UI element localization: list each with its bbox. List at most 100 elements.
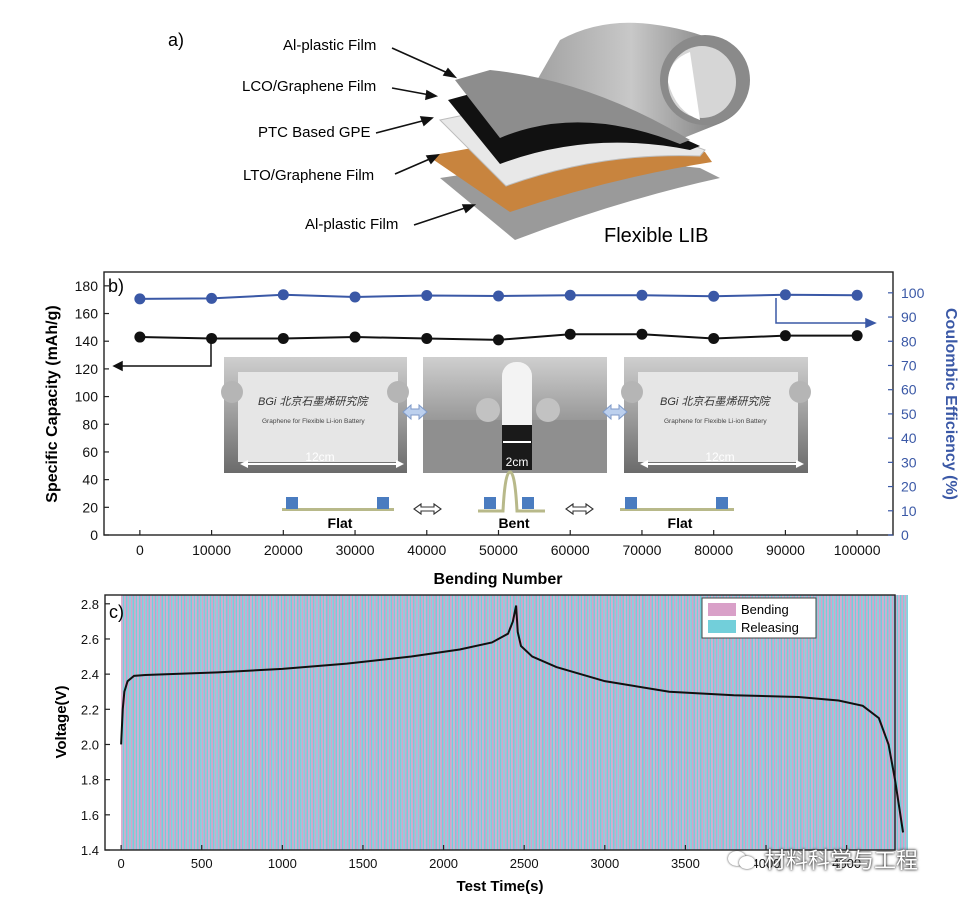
releasing-band — [699, 595, 702, 850]
bending-band — [643, 595, 646, 850]
bending-band — [669, 595, 671, 850]
bending-band — [891, 595, 894, 850]
releasing-band — [532, 595, 534, 850]
bending-band — [459, 595, 462, 850]
bending-band — [372, 595, 375, 850]
bending-band — [498, 595, 500, 850]
releasing-band — [367, 595, 370, 850]
releasing-band — [616, 595, 618, 850]
bending-band — [865, 595, 868, 850]
releasing-band — [132, 595, 135, 850]
releasing-band — [596, 595, 599, 850]
releasing-band — [245, 595, 247, 850]
releasing-band — [870, 595, 873, 850]
releasing-band — [693, 595, 696, 850]
bending-band — [282, 595, 284, 850]
y-tick-label: 1.8 — [81, 773, 99, 788]
releasing-band — [283, 595, 286, 850]
releasing-band — [325, 595, 328, 850]
releasing-band — [770, 595, 773, 850]
efficiency-point — [636, 289, 648, 301]
releasing-band — [467, 595, 470, 850]
releasing-band — [783, 595, 786, 850]
releasing-band — [383, 595, 386, 850]
bending-band — [308, 595, 310, 850]
releasing-band — [125, 595, 128, 850]
bending-band — [766, 595, 768, 850]
releasing-band — [177, 595, 180, 850]
capacity-point — [564, 328, 576, 340]
releasing-band — [516, 595, 518, 850]
bending-band — [182, 595, 184, 850]
photo-logo: BGi 北京石墨烯研究院 — [258, 395, 369, 408]
bending-band — [246, 595, 249, 850]
releasing-band — [416, 595, 418, 850]
layer-labels: Al-plastic Film LCO/Graphene Film PTC Ba… — [242, 37, 398, 233]
panel-b: b) 0 20 40 60 80 100 120 140 160 180 0 10 20 30 40 50 6… — [44, 271, 959, 588]
releasing-band — [435, 595, 438, 850]
y-tick-label: 2.4 — [81, 667, 99, 682]
bending-band — [224, 595, 226, 850]
panel-b-tag: b) — [108, 276, 124, 296]
bending-band — [263, 595, 265, 850]
bending-band — [446, 595, 449, 850]
releasing-band — [242, 595, 244, 850]
releasing-band — [577, 595, 579, 850]
bending-band — [221, 595, 223, 850]
bending-band — [714, 595, 717, 850]
bending-band — [401, 595, 404, 850]
bending-band — [153, 595, 155, 850]
x-tick-label: 50000 — [479, 542, 518, 558]
bending-band — [388, 595, 391, 850]
bending-band — [737, 595, 739, 850]
releasing-band — [883, 595, 886, 850]
right-axis-indicator — [775, 298, 877, 329]
x-axis-label: Bending Number — [434, 571, 563, 588]
bending-band — [169, 595, 172, 850]
releasing-band — [335, 595, 338, 850]
releasing-band — [213, 595, 215, 850]
bending-band — [143, 595, 146, 850]
bending-band — [395, 595, 397, 850]
bending-band — [608, 595, 610, 850]
y-tick-label: 2.2 — [81, 702, 99, 717]
releasing-band — [254, 595, 257, 850]
bending-band — [524, 595, 526, 850]
efficiency-point — [421, 289, 433, 301]
releasing-band — [806, 595, 808, 850]
releasing-band — [135, 595, 138, 850]
releasing-band — [393, 595, 396, 850]
x-tick-label: 3000 — [590, 856, 619, 871]
bending-band — [627, 595, 629, 850]
capacity-point — [134, 331, 146, 343]
bending-band — [311, 595, 313, 850]
releasing-band — [142, 595, 144, 850]
bending-band — [275, 595, 278, 850]
releasing-band — [454, 595, 457, 850]
y-tick-label: 100 — [75, 389, 99, 405]
releasing-band — [606, 595, 609, 850]
releasing-band — [541, 595, 544, 850]
releasing-band — [735, 595, 737, 850]
releasing-band — [167, 595, 170, 850]
bending-band — [785, 595, 787, 850]
bending-band — [456, 595, 459, 850]
x-tick-label: 100000 — [834, 542, 881, 558]
releasing-band — [296, 595, 299, 850]
releasing-band — [154, 595, 157, 850]
bending-band — [769, 595, 771, 850]
releasing-band — [377, 595, 380, 850]
bending-band — [717, 595, 720, 850]
releasing-band — [264, 595, 267, 850]
releasing-band — [196, 595, 199, 850]
releasing-band — [857, 595, 860, 850]
releasing-band — [890, 595, 892, 850]
releasing-band — [570, 595, 573, 850]
bending-band — [814, 595, 816, 850]
efficiency-point — [349, 291, 361, 303]
releasing-band — [209, 595, 212, 850]
bending-band — [530, 595, 533, 850]
bending-band — [424, 595, 426, 850]
releasing-band — [741, 595, 744, 850]
bending-band — [653, 595, 655, 850]
